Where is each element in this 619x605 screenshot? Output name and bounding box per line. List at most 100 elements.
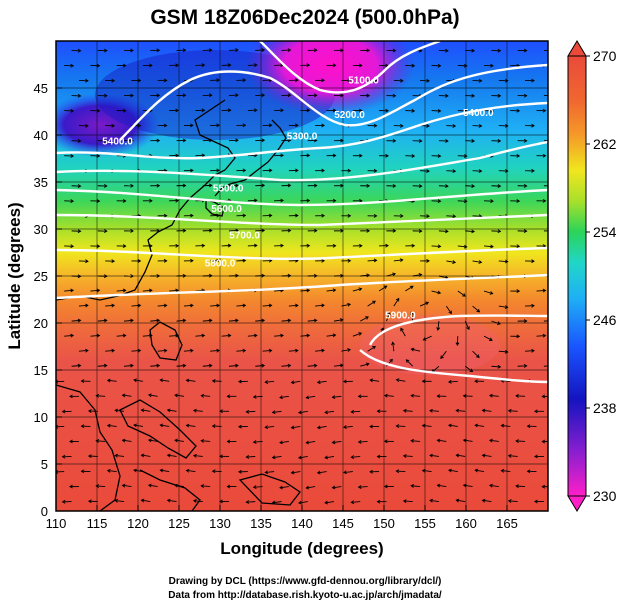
wind-arrow: [516, 395, 526, 397]
wind-arrowhead: [182, 318, 187, 323]
wind-arrowhead: [77, 274, 82, 279]
wind-arrow: [489, 439, 499, 442]
wind-arrowhead: [121, 438, 126, 443]
wind-arrowhead: [395, 469, 400, 474]
wind-arrowhead: [103, 138, 108, 143]
wind-arrowhead: [332, 63, 337, 68]
wind-arrowhead: [174, 438, 178, 443]
wind-arrow: [141, 409, 151, 412]
wind-arrowhead: [111, 303, 116, 308]
wind-arrow: [437, 484, 447, 488]
wind-arrowhead: [541, 439, 546, 444]
wind-arrow: [351, 410, 361, 413]
wind-arrowhead: [253, 333, 258, 338]
colorbar: 270 262 254 246 238 230: [567, 40, 617, 512]
wind-arrowhead: [70, 154, 75, 158]
wind-arrowhead: [103, 229, 108, 234]
wind-arrow: [472, 260, 482, 263]
wind-arrow: [176, 365, 186, 367]
wind-arrowhead: [96, 199, 101, 203]
wind-arrowhead: [182, 228, 187, 233]
wind-arrowhead: [235, 318, 239, 323]
wind-arrowhead: [471, 93, 476, 98]
wind-arrowhead: [342, 379, 347, 384]
wind-arrowhead: [226, 484, 231, 489]
wind-arrow: [422, 470, 432, 472]
wind-arrow: [325, 456, 335, 459]
colorbar-min-arrow: [567, 495, 587, 512]
wind-arrowhead: [357, 439, 362, 444]
wind-arrow: [501, 425, 511, 427]
wind-arrowhead: [436, 394, 441, 399]
wind-arrowhead: [550, 49, 553, 52]
wind-arrowhead: [497, 48, 502, 53]
wind-arrowhead: [523, 138, 528, 143]
wind-arrow: [105, 350, 115, 352]
wind-arrowhead: [69, 439, 73, 444]
contour-label: 5900.0: [385, 310, 416, 321]
wind-arrow: [274, 334, 284, 337]
wind-arrowhead: [201, 108, 206, 113]
wind-arrowhead: [208, 363, 213, 368]
contour-labels: 5100.0 5200.0 5300.0 5400.0 5400.0 5500.0 5600…: [102, 75, 494, 321]
wind-arrow: [228, 365, 239, 367]
wind-arrowhead: [122, 333, 127, 338]
wind-arrowhead: [264, 380, 269, 384]
wind-arrowhead: [347, 213, 352, 218]
wind-arrowhead: [496, 321, 501, 325]
wind-arrow: [78, 350, 88, 352]
wind-arrow: [115, 454, 125, 457]
wind-arrowhead: [516, 244, 521, 249]
wind-arrow: [174, 394, 184, 397]
wind-arrowhead: [306, 108, 311, 113]
wind-arrowhead: [436, 438, 441, 443]
wind-arrowhead: [347, 258, 352, 263]
wind-arrowhead: [316, 380, 321, 385]
x-tick-label: 120: [127, 516, 149, 531]
wind-arrowhead: [252, 485, 257, 490]
wind-arrow: [393, 298, 400, 307]
wind-arrow: [429, 410, 439, 412]
wind-arrow: [141, 499, 151, 503]
wind-arrowhead: [369, 378, 374, 383]
wind-arrowhead: [402, 454, 407, 458]
wind-arrowhead: [61, 454, 66, 459]
wind-arrowhead: [80, 379, 85, 384]
wind-arrowhead: [122, 108, 127, 113]
wind-arrow: [463, 395, 473, 397]
wind-arrowhead: [445, 139, 449, 143]
wind-arrow: [445, 305, 452, 314]
wind-arrow: [124, 319, 134, 322]
wind-arrowhead: [70, 199, 75, 204]
wind-arrowhead: [429, 498, 433, 503]
wind-arrow: [351, 456, 361, 458]
wind-arrowhead: [192, 453, 197, 458]
wind-arrowhead: [290, 380, 295, 385]
wind-arrowhead: [130, 363, 134, 368]
wind-arrowhead: [185, 423, 190, 428]
wind-arrowhead: [359, 153, 363, 158]
wind-arrowhead: [235, 228, 239, 233]
wind-arrow: [71, 365, 81, 367]
wind-arrowhead: [497, 229, 502, 234]
wind-arrowhead: [455, 342, 460, 347]
wind-arrowhead: [254, 63, 258, 68]
wind-arrowhead: [159, 378, 164, 383]
wind-arrow: [332, 486, 342, 489]
wind-arrow: [167, 454, 177, 457]
wind-arrow: [307, 319, 317, 322]
wind-arrowhead: [87, 454, 92, 459]
wind-arrowhead: [77, 363, 82, 368]
wind-arrowhead: [227, 63, 232, 68]
colorbar-max-arrow: [567, 40, 587, 57]
wind-arrowhead: [96, 244, 101, 249]
wind-arrowhead: [400, 327, 404, 332]
colorbar-tick-label: 246: [593, 312, 617, 328]
wind-arrowhead: [133, 468, 137, 473]
wind-arrow: [501, 470, 511, 472]
wind-arrowhead: [437, 154, 442, 158]
wind-arrowhead: [70, 108, 75, 113]
wind-arrow: [431, 365, 440, 373]
wind-arrow: [262, 304, 272, 307]
wind-arrowhead: [103, 48, 108, 53]
